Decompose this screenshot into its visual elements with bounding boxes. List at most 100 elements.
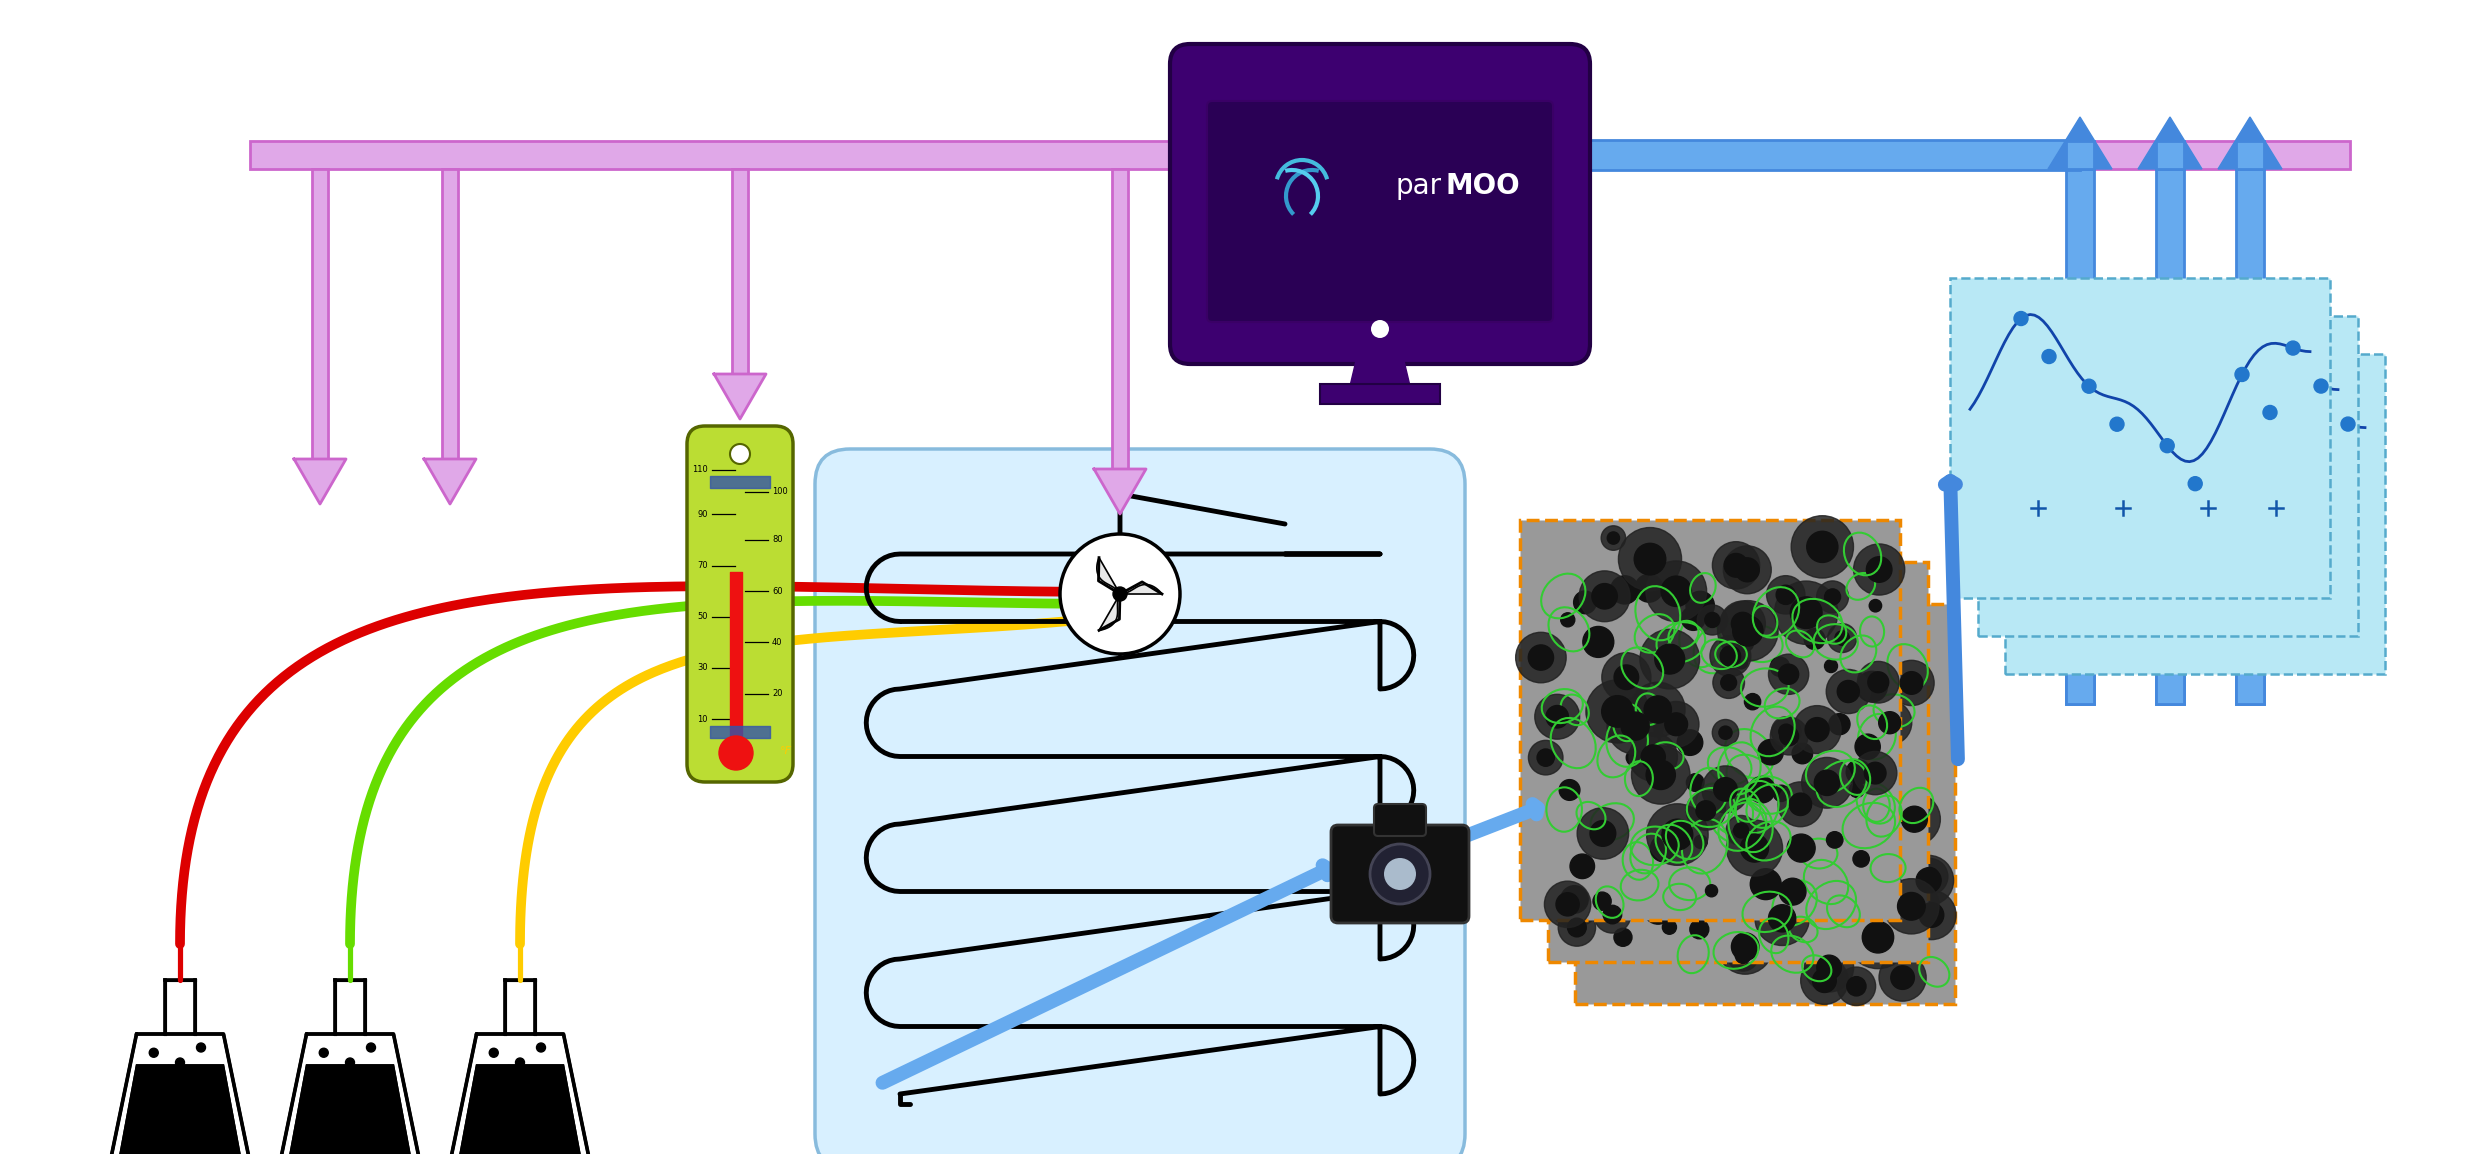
Circle shape xyxy=(1851,684,1879,712)
Circle shape xyxy=(1614,928,1631,946)
Circle shape xyxy=(1782,733,1824,774)
Circle shape xyxy=(1725,554,1747,577)
Circle shape xyxy=(1777,782,1822,826)
Circle shape xyxy=(1841,721,1893,772)
Circle shape xyxy=(1557,841,1606,891)
Circle shape xyxy=(1765,777,1797,810)
Circle shape xyxy=(1636,822,1690,876)
Circle shape xyxy=(1554,606,1582,634)
Text: 70: 70 xyxy=(698,561,708,570)
Circle shape xyxy=(2081,380,2096,394)
Circle shape xyxy=(1114,587,1126,601)
Circle shape xyxy=(1688,829,1713,855)
Circle shape xyxy=(1656,913,1683,942)
Circle shape xyxy=(1735,657,1747,669)
Circle shape xyxy=(1594,763,1629,797)
Bar xyxy=(1319,384,1440,404)
Circle shape xyxy=(1690,670,1750,730)
Circle shape xyxy=(1770,657,1789,676)
Circle shape xyxy=(1827,832,1844,848)
Circle shape xyxy=(1874,699,1886,713)
Polygon shape xyxy=(111,1034,250,1154)
Polygon shape xyxy=(505,980,535,1034)
Bar xyxy=(312,168,329,459)
Circle shape xyxy=(1765,864,1819,919)
FancyBboxPatch shape xyxy=(1950,278,2329,598)
Circle shape xyxy=(1549,770,1591,811)
Circle shape xyxy=(1586,680,1648,743)
Polygon shape xyxy=(111,1034,250,1154)
Circle shape xyxy=(334,1065,344,1074)
Circle shape xyxy=(1584,883,1621,920)
Circle shape xyxy=(1834,763,1876,805)
Text: 10: 10 xyxy=(698,714,708,724)
Bar xyxy=(2156,168,2183,704)
Circle shape xyxy=(1705,613,1720,628)
Circle shape xyxy=(366,1043,376,1052)
Circle shape xyxy=(1804,629,1824,650)
Circle shape xyxy=(1685,591,1715,620)
Bar xyxy=(733,168,747,374)
Circle shape xyxy=(1844,773,1866,795)
Circle shape xyxy=(1705,885,1718,897)
Bar xyxy=(2235,344,2265,704)
Circle shape xyxy=(1841,655,1903,718)
Circle shape xyxy=(1864,593,1888,619)
Circle shape xyxy=(1854,544,1906,595)
Circle shape xyxy=(1629,733,1678,781)
Circle shape xyxy=(1713,778,1737,801)
Circle shape xyxy=(1757,740,1784,765)
Polygon shape xyxy=(450,1034,589,1154)
Circle shape xyxy=(1594,896,1631,934)
Circle shape xyxy=(1740,824,1767,852)
Circle shape xyxy=(1718,819,1770,871)
Circle shape xyxy=(1804,943,1854,992)
Polygon shape xyxy=(282,1034,418,1154)
Polygon shape xyxy=(2218,117,2282,168)
Text: 90: 90 xyxy=(698,510,708,519)
Circle shape xyxy=(1725,810,1780,866)
Circle shape xyxy=(1817,956,1841,980)
Circle shape xyxy=(1866,706,1896,737)
Polygon shape xyxy=(450,1034,589,1154)
Bar xyxy=(1520,520,1901,920)
Text: 110: 110 xyxy=(693,465,708,474)
Circle shape xyxy=(1745,727,1797,778)
Circle shape xyxy=(1770,654,1809,695)
Circle shape xyxy=(1666,713,1688,735)
Circle shape xyxy=(1737,635,1755,651)
Circle shape xyxy=(1807,770,1824,787)
Bar xyxy=(441,168,458,459)
Circle shape xyxy=(1700,763,1740,803)
Polygon shape xyxy=(119,1065,240,1154)
Circle shape xyxy=(1611,576,1638,604)
Circle shape xyxy=(1780,665,1799,684)
Polygon shape xyxy=(334,980,364,1034)
Circle shape xyxy=(1747,872,1777,904)
Polygon shape xyxy=(282,1034,418,1154)
Circle shape xyxy=(1584,627,1614,658)
Circle shape xyxy=(1713,541,1760,589)
Circle shape xyxy=(347,1058,354,1067)
Circle shape xyxy=(1849,782,1864,797)
Circle shape xyxy=(1730,627,1762,659)
Circle shape xyxy=(1737,685,1770,718)
Circle shape xyxy=(1601,526,1626,550)
Circle shape xyxy=(1735,853,1797,915)
Circle shape xyxy=(505,1065,512,1074)
Polygon shape xyxy=(713,374,765,419)
Circle shape xyxy=(1589,820,1616,846)
Circle shape xyxy=(176,1058,186,1067)
Text: 80: 80 xyxy=(772,535,782,545)
Polygon shape xyxy=(1094,469,1146,514)
Circle shape xyxy=(1685,773,1703,792)
Bar xyxy=(2156,141,2183,168)
Bar xyxy=(2067,344,2094,704)
Circle shape xyxy=(730,444,750,464)
Circle shape xyxy=(1782,724,1841,785)
Circle shape xyxy=(1725,816,1757,846)
Circle shape xyxy=(1651,835,1678,862)
Polygon shape xyxy=(166,980,196,1034)
Circle shape xyxy=(1794,619,1836,660)
Circle shape xyxy=(1700,878,1723,902)
